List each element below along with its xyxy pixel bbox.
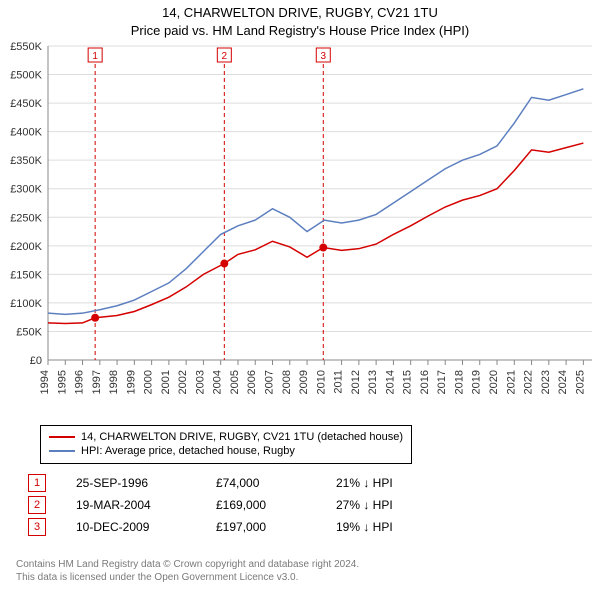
legend-item: 14, CHARWELTON DRIVE, RUGBY, CV21 1TU (d… — [49, 430, 403, 444]
title-line1: 14, CHARWELTON DRIVE, RUGBY, CV21 1TU — [0, 4, 600, 22]
chart-title: 14, CHARWELTON DRIVE, RUGBY, CV21 1TU Pr… — [0, 0, 600, 39]
svg-text:2009: 2009 — [298, 370, 310, 394]
legend-swatch — [49, 450, 75, 452]
svg-text:2022: 2022 — [523, 370, 535, 394]
event-price: £74,000 — [216, 476, 336, 490]
svg-text:2019: 2019 — [471, 370, 483, 394]
event-price: £169,000 — [216, 498, 336, 512]
event-marker-number: 2 — [28, 496, 46, 514]
event-date: 19-MAR-2004 — [76, 498, 216, 512]
svg-text:2013: 2013 — [367, 370, 379, 394]
title-line2: Price paid vs. HM Land Registry's House … — [0, 22, 600, 40]
legend: 14, CHARWELTON DRIVE, RUGBY, CV21 1TU (d… — [40, 425, 412, 464]
svg-text:2007: 2007 — [264, 370, 276, 394]
svg-text:2010: 2010 — [315, 370, 327, 394]
svg-text:£100K: £100K — [10, 298, 42, 310]
svg-text:£50K: £50K — [16, 326, 42, 338]
legend-label: 14, CHARWELTON DRIVE, RUGBY, CV21 1TU (d… — [81, 430, 403, 444]
attribution-line1: Contains HM Land Registry data © Crown c… — [16, 559, 359, 572]
svg-text:2017: 2017 — [436, 370, 448, 394]
svg-text:2015: 2015 — [402, 370, 414, 394]
svg-text:2020: 2020 — [488, 370, 500, 394]
svg-text:2005: 2005 — [229, 370, 241, 394]
event-date: 10-DEC-2009 — [76, 520, 216, 534]
svg-text:£350K: £350K — [10, 155, 42, 167]
svg-text:2001: 2001 — [160, 370, 172, 394]
svg-text:£0: £0 — [30, 355, 42, 367]
svg-text:1996: 1996 — [74, 370, 86, 394]
svg-text:2018: 2018 — [453, 370, 465, 394]
svg-text:£250K: £250K — [10, 212, 42, 224]
svg-text:2002: 2002 — [177, 370, 189, 394]
svg-text:£450K: £450K — [10, 98, 42, 110]
svg-text:£300K: £300K — [10, 184, 42, 196]
event-diff: 27% ↓ HPI — [336, 498, 456, 512]
attribution-line2: This data is licensed under the Open Gov… — [16, 572, 359, 585]
svg-text:1999: 1999 — [125, 370, 137, 394]
event-row: 1 25-SEP-1996£74,00021% ↓ HPI — [28, 472, 456, 494]
svg-text:2: 2 — [222, 51, 228, 62]
event-date: 25-SEP-1996 — [76, 476, 216, 490]
svg-text:2016: 2016 — [419, 370, 431, 394]
legend-swatch — [49, 436, 75, 438]
event-diff: 21% ↓ HPI — [336, 476, 456, 490]
svg-text:3: 3 — [321, 51, 327, 62]
attribution: Contains HM Land Registry data © Crown c… — [16, 559, 359, 584]
svg-text:1997: 1997 — [91, 370, 103, 394]
event-marker-number: 1 — [28, 474, 46, 492]
svg-text:2025: 2025 — [574, 370, 586, 394]
svg-text:2024: 2024 — [557, 370, 569, 394]
svg-text:£400K: £400K — [10, 127, 42, 139]
event-row: 2 19-MAR-2004£169,00027% ↓ HPI — [28, 494, 456, 516]
svg-text:£200K: £200K — [10, 241, 42, 253]
svg-text:2021: 2021 — [505, 370, 517, 394]
svg-text:2011: 2011 — [333, 370, 345, 394]
svg-text:1994: 1994 — [39, 370, 51, 394]
legend-label: HPI: Average price, detached house, Rugb… — [81, 444, 295, 458]
svg-text:2004: 2004 — [212, 370, 224, 394]
svg-text:£550K: £550K — [10, 41, 42, 53]
legend-item: HPI: Average price, detached house, Rugb… — [49, 444, 403, 458]
svg-text:1995: 1995 — [56, 370, 68, 394]
svg-text:2012: 2012 — [350, 370, 362, 394]
event-table: 1 25-SEP-1996£74,00021% ↓ HPI 2 19-MAR-2004… — [28, 472, 456, 538]
svg-text:2003: 2003 — [194, 370, 206, 394]
svg-text:2014: 2014 — [384, 370, 396, 394]
event-marker-number: 3 — [28, 518, 46, 536]
event-diff: 19% ↓ HPI — [336, 520, 456, 534]
svg-text:2023: 2023 — [540, 370, 552, 394]
svg-text:£500K: £500K — [10, 70, 42, 82]
svg-text:£150K: £150K — [10, 269, 42, 281]
event-row: 3 10-DEC-2009£197,00019% ↓ HPI — [28, 516, 456, 538]
svg-text:2008: 2008 — [281, 370, 293, 394]
svg-text:1: 1 — [92, 51, 98, 62]
svg-text:2006: 2006 — [246, 370, 258, 394]
svg-text:2000: 2000 — [143, 370, 155, 394]
price-chart: £0 £50K £100K £150K £200K £250K £300K £350K £400… — [0, 40, 600, 420]
event-price: £197,000 — [216, 520, 336, 534]
svg-text:1998: 1998 — [108, 370, 120, 394]
